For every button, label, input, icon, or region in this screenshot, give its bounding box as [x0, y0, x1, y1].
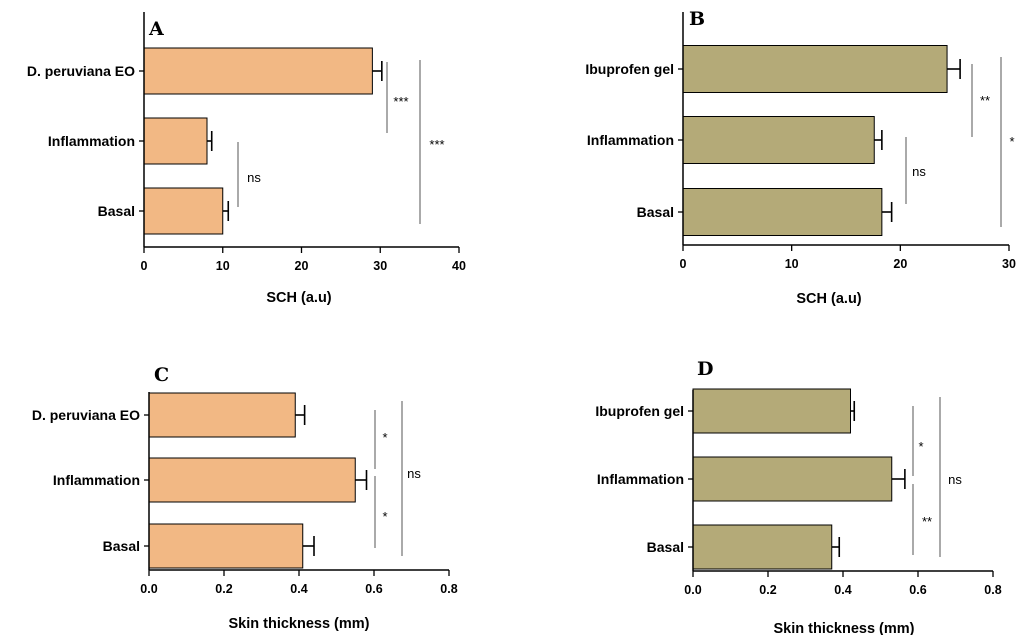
category-label: Ibuprofen gel — [595, 403, 684, 419]
significance-label: ** — [980, 93, 990, 108]
significance-label: * — [382, 509, 387, 524]
category-label: Basal — [647, 539, 684, 555]
significance-label: *** — [393, 94, 408, 109]
chart-panel-d: D Ibuprofen gel Inflammation Basal 0.0 0.2 0.4… — [595, 358, 1001, 635]
category-label: Basal — [98, 203, 135, 219]
chart-panel-c: C D. peruviana EO Inflammation Basal 0.0 0.2 0… — [32, 364, 458, 632]
significance-label: ns — [407, 466, 421, 481]
x-tick-label: 0.8 — [440, 582, 457, 596]
bar — [148, 392, 296, 438]
category-label: Inflammation — [597, 471, 684, 487]
panel-label: D — [697, 358, 713, 380]
bar — [682, 188, 883, 236]
category-label: D. peruviana EO — [32, 407, 140, 423]
bar — [682, 45, 948, 93]
x-tick-label: 30 — [1002, 257, 1016, 271]
category-label: Basal — [637, 204, 674, 220]
x-axis-title: SCH (a.u) — [796, 291, 861, 307]
bar — [148, 457, 356, 503]
significance-label: ns — [948, 472, 962, 487]
x-tick-label: 10 — [216, 259, 230, 273]
category-label: Ibuprofen gel — [585, 61, 674, 77]
significance-label: ns — [247, 170, 261, 185]
x-tick-label: 0.2 — [215, 582, 232, 596]
panel-label: B — [689, 8, 705, 30]
category-label: Basal — [103, 538, 140, 554]
category-label: D. peruviana EO — [27, 63, 135, 79]
significance-label: ** — [922, 514, 932, 529]
chart-panel-a: A D. peruviana EO Inflammation Basal 0 10 20 30… — [27, 12, 466, 306]
x-tick-label: 10 — [785, 257, 799, 271]
bar — [143, 187, 224, 235]
significance-label: *** — [429, 137, 444, 152]
x-tick-label: 0.6 — [909, 583, 926, 597]
x-tick-label: 0.6 — [365, 582, 382, 596]
x-tick-label: 0 — [141, 259, 148, 273]
x-axis-title: Skin thickness (mm) — [773, 621, 914, 635]
x-tick-label: 0.2 — [759, 583, 776, 597]
category-label: Inflammation — [48, 133, 135, 149]
x-tick-label: 40 — [452, 259, 466, 273]
x-tick-label: 0.0 — [684, 583, 701, 597]
x-axis-title: Skin thickness (mm) — [228, 616, 369, 632]
x-axis-title: SCH (a.u) — [266, 290, 331, 306]
x-tick-label: 30 — [373, 259, 387, 273]
bar — [143, 47, 373, 95]
category-label: Inflammation — [53, 472, 140, 488]
x-tick-label: 20 — [295, 259, 309, 273]
x-tick-label: 0 — [680, 257, 687, 271]
x-tick-label: 0.0 — [140, 582, 157, 596]
significance-label: ns — [912, 164, 926, 179]
bar — [143, 117, 208, 165]
significance-label: * — [382, 430, 387, 445]
x-tick-label: 0.8 — [984, 583, 1001, 597]
chart-panel-b: B Ibuprofen gel Inflammation Basal 0 10 20 30 SC… — [585, 8, 1016, 307]
bar — [692, 388, 851, 434]
bar — [692, 456, 893, 502]
panel-label: A — [148, 18, 164, 40]
bar — [682, 116, 875, 164]
x-tick-label: 0.4 — [834, 583, 851, 597]
significance-label: * — [1009, 134, 1014, 149]
bar — [692, 524, 833, 570]
category-label: Inflammation — [587, 132, 674, 148]
panel-label: C — [154, 364, 169, 386]
significance-label: * — [918, 439, 923, 454]
x-tick-label: 20 — [893, 257, 907, 271]
x-tick-label: 0.4 — [290, 582, 307, 596]
bar — [148, 523, 304, 569]
